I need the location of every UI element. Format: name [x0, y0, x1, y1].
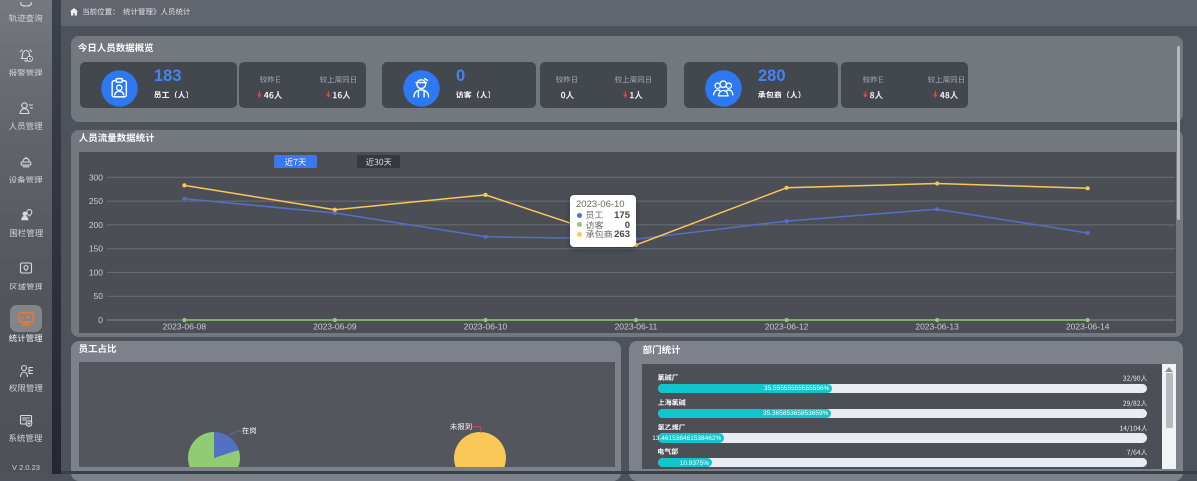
svg-text:2023-06-12: 2023-06-12: [765, 322, 809, 332]
svg-text:2023-06-13: 2023-06-13: [915, 322, 959, 332]
svg-text:2023-06-09: 2023-06-09: [313, 322, 357, 332]
svg-text:2023-06-14: 2023-06-14: [1066, 322, 1110, 332]
svg-text:150: 150: [89, 244, 103, 254]
svg-text:0: 0: [98, 315, 103, 325]
svg-text:300: 300: [89, 172, 103, 182]
svg-text:250: 250: [89, 196, 103, 206]
svg-text:50: 50: [94, 291, 104, 301]
svg-text:2023-06-11: 2023-06-11: [615, 322, 658, 332]
svg-text:200: 200: [89, 220, 103, 230]
svg-text:2023-06-10: 2023-06-10: [464, 322, 508, 332]
svg-text:100: 100: [89, 267, 103, 277]
svg-text:2023-06-08: 2023-06-08: [163, 322, 207, 332]
